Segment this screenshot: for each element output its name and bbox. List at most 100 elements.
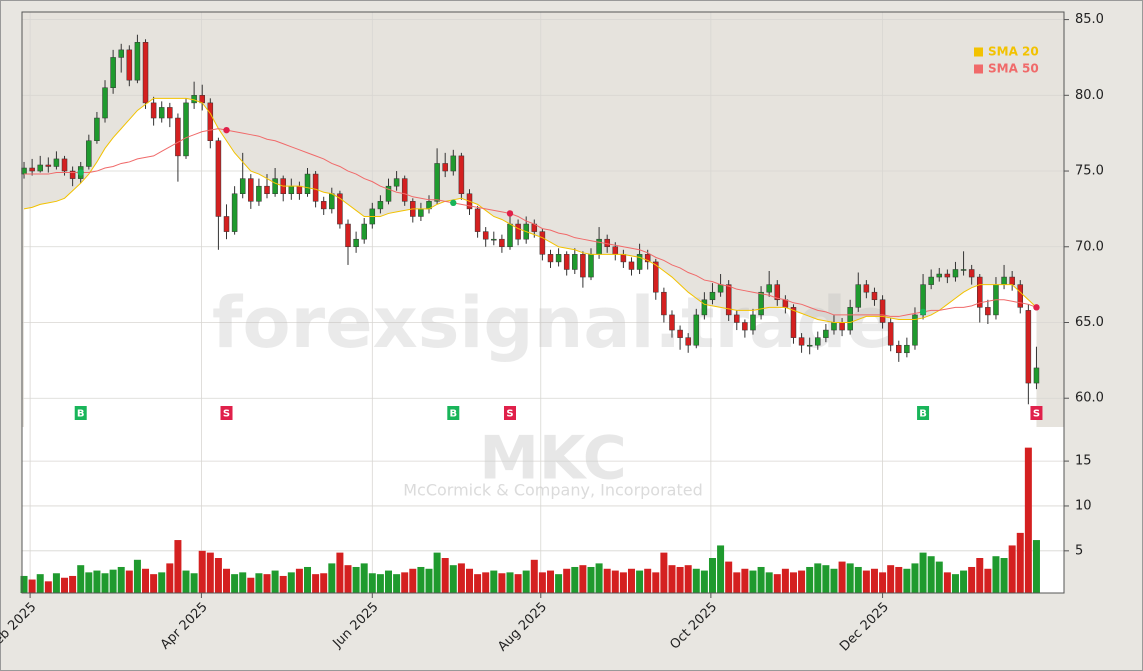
volume-bar — [579, 565, 587, 593]
candle-body — [734, 314, 740, 323]
candle-body — [717, 284, 724, 293]
candle-body — [215, 140, 222, 217]
candle-body — [207, 102, 214, 141]
volume-bar — [295, 568, 303, 593]
signal-box — [503, 406, 516, 420]
candle-body — [482, 231, 489, 240]
volume-bar — [984, 568, 992, 593]
volume-bar — [927, 556, 935, 593]
candle-body — [887, 322, 894, 346]
candle-body — [977, 276, 983, 308]
candle-body — [798, 337, 805, 346]
volume-bar — [700, 570, 708, 593]
candle-body — [661, 291, 667, 316]
volume-bar — [1016, 532, 1024, 593]
volume-bar — [636, 570, 644, 593]
volume-bar — [530, 559, 538, 593]
legend-swatch — [974, 64, 983, 74]
candle-body — [644, 254, 651, 263]
signal-dot — [77, 169, 84, 176]
signal-dot — [919, 308, 927, 316]
volume-bar — [247, 577, 255, 593]
volume-bar — [741, 568, 749, 593]
candle-body — [709, 291, 716, 301]
candle-body — [167, 107, 173, 119]
candle-body — [636, 254, 643, 270]
volume-bar — [312, 574, 320, 593]
signal-dot — [1033, 304, 1040, 311]
candle-body — [790, 307, 797, 338]
volume-bar — [846, 563, 854, 593]
volume-tick-label: 10 — [1075, 498, 1092, 513]
volume-bar — [142, 568, 150, 593]
candle-body — [320, 201, 327, 210]
volume-bar — [765, 572, 773, 593]
symbol-watermark: MKC — [479, 424, 627, 494]
candle-body — [742, 322, 748, 331]
volume-bar — [733, 572, 741, 593]
volume-bar — [401, 572, 409, 593]
volume-bar — [919, 552, 927, 593]
volume-bar — [854, 566, 862, 593]
candle-body — [612, 246, 619, 255]
candle-body — [150, 102, 157, 119]
candle-body — [329, 193, 335, 210]
candle-body — [126, 49, 133, 81]
volume-bar — [223, 568, 231, 593]
candle-body — [863, 284, 870, 293]
volume-bar — [214, 558, 222, 593]
candle-body — [312, 173, 319, 202]
candle-body — [774, 284, 781, 301]
candle-body — [1033, 367, 1040, 384]
volume-bar — [870, 568, 878, 593]
candle-body — [304, 173, 311, 195]
candle-body — [175, 117, 181, 157]
volume-bar — [814, 563, 822, 593]
volume-bar — [660, 552, 668, 593]
volume-bar — [676, 566, 684, 593]
volume-bar — [44, 581, 52, 593]
volume-bar — [409, 568, 417, 593]
volume-bar — [328, 563, 336, 593]
volume-bar — [725, 561, 733, 593]
signal-label: B — [919, 409, 927, 420]
signal-box — [447, 406, 460, 420]
candle-body — [912, 314, 918, 346]
candle-body — [831, 322, 837, 331]
volume-bar — [830, 568, 838, 593]
volume-bar — [474, 574, 482, 593]
volume-bar — [465, 568, 473, 593]
candle-body — [474, 208, 481, 232]
volume-bar — [587, 566, 595, 593]
volume-bar — [490, 570, 498, 593]
candle-body — [555, 254, 562, 263]
candle-body — [248, 178, 254, 202]
y-tick-label: 75.0 — [1075, 164, 1104, 179]
volume-bar — [433, 552, 441, 593]
volume-bar — [93, 570, 101, 593]
candle-body — [158, 107, 165, 119]
volume-bar — [190, 573, 198, 593]
candle-body — [839, 322, 845, 331]
volume-bar — [304, 566, 312, 593]
candle-body — [53, 158, 60, 167]
legend-label: SMA 20 — [988, 45, 1039, 59]
volume-bar — [20, 575, 28, 593]
candle-body — [685, 337, 691, 346]
candle-body — [61, 158, 68, 172]
volume-bar — [457, 563, 465, 593]
signal-label: B — [449, 409, 457, 420]
candle-body — [823, 329, 829, 338]
candle-body — [102, 87, 108, 119]
candle-body — [750, 314, 756, 331]
volume-bar — [77, 565, 85, 593]
volume-bar — [943, 572, 951, 593]
candle-body — [669, 314, 675, 331]
volume-bar — [28, 579, 36, 593]
candle-body — [547, 254, 554, 263]
sma-shade — [24, 98, 1037, 427]
candle-body — [239, 178, 246, 195]
volume-bar — [895, 566, 903, 593]
volume-bar — [611, 570, 619, 593]
volume-bar — [182, 570, 190, 593]
